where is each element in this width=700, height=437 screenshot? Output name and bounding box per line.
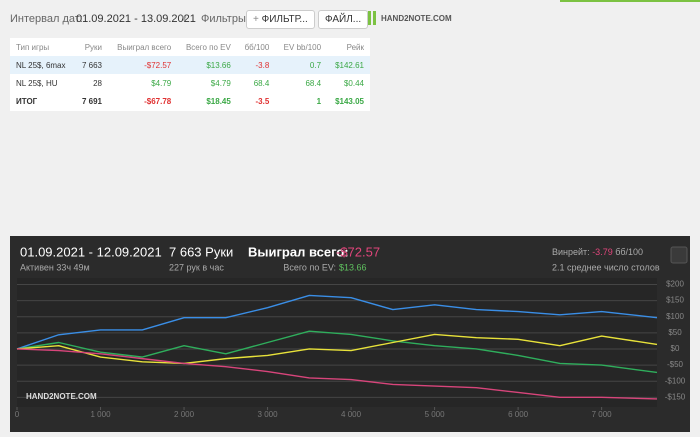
column-header: Тип игры [16,42,50,52]
winrate-text: Винрейт: [552,247,590,257]
column-header: Руки [84,42,103,52]
table-cell: -$72.57 [108,56,178,74]
series-line [16,348,658,400]
table-cell: $0.44 [343,78,364,88]
x-tick-label: 6 000 [508,410,529,419]
winrate-label: Винрейт: -3.79 бб/100 [552,247,643,257]
filter-button-text: ФИЛЬТР... [261,14,308,25]
logo: HAND2NOTE.COM [381,14,452,23]
table-cell: $13.66 [177,56,237,74]
logo-icon [368,11,376,25]
x-tick-label: 1 000 [91,410,112,419]
dropdown-arrow[interactable]: ▼ [180,14,188,23]
graph: 01.09.2021 - 12.09.2021 Активен 33ч 49м … [15,244,688,419]
filter-button[interactable]: + ФИЛЬТР... [246,10,315,29]
table-cell: 7 663 [74,56,109,74]
table-cell: -3.8 [236,56,276,74]
y-tick-label: $200 [666,280,684,289]
hands: 7 663 Руки [169,244,233,259]
y-tick-label: -$150 [665,392,686,401]
x-tick-label: 5 000 [425,410,446,419]
winrate-value: -3.79 [592,247,613,257]
y-tick-label: -$100 [665,376,686,385]
x-tick-label: 2 000 [174,410,195,419]
table-cell: -3.5 [255,96,270,106]
active-time: Активен 33ч 49м [20,262,90,272]
table-cell: 68.4 [305,78,322,88]
column-header: EV bb/100 [283,42,322,52]
table-cell: $4.79 [210,78,231,88]
settings-button[interactable] [670,246,688,264]
stats-table: Тип игры Руки Выиграл всего Всего по EV бб/1… [10,38,370,110]
table-cell: $143.05 [335,96,364,106]
table-cell: 0.7 [275,56,328,74]
date-label: Интервал дат: [10,13,83,25]
table-cell: 28 [93,78,103,88]
ev-label: Всего по EV: [283,262,336,272]
y-tick-label: $0 [671,344,680,353]
table-cell: ИТОГ [16,96,38,106]
tables-avg: 2.1 среднее число столов [552,262,660,272]
table-cell: $142.61 [327,56,370,74]
watermark: HAND2NOTE.COM [26,392,97,401]
won-value: -$72.57 [336,244,380,259]
table-cell: $18.45 [206,96,231,106]
y-tick-label: -$50 [667,360,684,369]
date-range[interactable]: 01.09.2021 - 13.09.2021 [76,13,196,25]
y-tick-label: $50 [668,328,682,337]
graph-panel: 01.09.2021 - 12.09.2021 Активен 33ч 49м … [10,236,690,432]
table-cell: $4.79 [151,78,172,88]
table-row[interactable]: ИТОГ 7 691 -$67.78 $18.45 -3.5 1 $143.05 [10,92,370,110]
hands-per-hour: 227 рук в час [169,262,224,272]
table-cell: NL 25$, 6max [10,56,75,74]
won-label: Выиграл всего: [248,244,349,259]
table-cell: NL 25$, HU [16,78,58,88]
accent [560,0,700,2]
series-line [16,333,658,365]
stats-panel: Тип игры Руки Выиграл всего Всего по EV бб/1… [10,38,370,111]
ev-value: $13.66 [339,262,367,272]
table-row[interactable]: NL 25$, HU 28 $4.79 $4.79 68.4 68.4 $0.44 [10,74,370,92]
table-cell: 1 [316,96,322,106]
y-tick-label: $150 [666,296,684,305]
table-row[interactable]: NL 25$, 6max 7 663 -$72.57 $13.66 -3.8 0.7 $14… [10,56,370,74]
graph-dates: 01.09.2021 - 12.09.2021 [20,244,162,259]
winrate-unit: бб/100 [615,247,643,257]
file-button[interactable]: ФАЙЛ... [318,10,369,29]
y-tick-label: $100 [666,312,684,321]
column-header: Выиграл всего [117,42,172,52]
table-cell: -$67.78 [144,96,172,106]
x-tick-label: 0 [15,410,20,419]
table-cell: 68.4 [253,78,270,88]
plot-area [17,278,657,407]
x-tick-label: 7 000 [592,410,613,419]
column-header: Всего по EV [185,42,231,52]
x-tick-label: 3 000 [258,410,279,419]
column-header: бб/100 [244,42,270,52]
column-header: Рейк [346,42,364,52]
filters-label: Фильтры: [201,13,249,25]
x-tick-label: 4 000 [341,410,362,419]
series-line [16,294,658,350]
series-line [16,330,658,374]
table-cell: 7 691 [81,96,103,106]
